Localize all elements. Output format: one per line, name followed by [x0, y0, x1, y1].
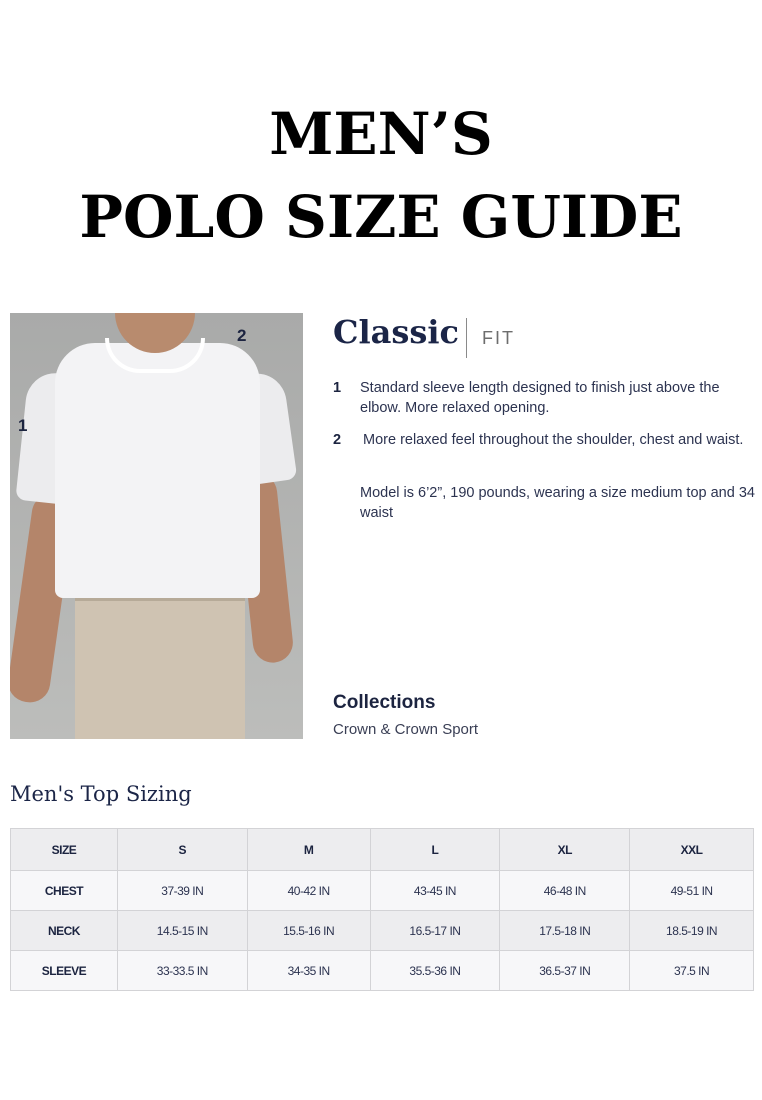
table-cell: L: [369, 828, 501, 871]
table-cell: 33-33.5 IN: [116, 950, 248, 991]
callout-1: 1: [18, 416, 28, 435]
title-line-2: POLO SIZE GUIDE: [79, 183, 683, 251]
table-cell: 34-35 IN: [246, 950, 371, 991]
table-cell: 36.5-37 IN: [499, 950, 631, 991]
table-row: NECK 14.5-15 IN 15.5-16 IN 16.5-17 IN 17.5-1…: [10, 910, 754, 951]
table-cell: XL: [499, 828, 631, 871]
collections-heading: Collections: [333, 692, 436, 713]
table-cell: 46-48 IN: [499, 870, 631, 911]
feature-number: 2: [333, 432, 342, 448]
table-cell: XXL: [629, 828, 754, 871]
divider: [466, 318, 467, 358]
feature-1: 1 Standard sleeve length designed to fin…: [333, 378, 753, 418]
table-cell: 15.5-16 IN: [246, 910, 371, 951]
collections-value: Crown & Crown Sport: [333, 721, 479, 738]
table-cell: 17.5-18 IN: [499, 910, 631, 951]
table-cell: 18.5-19 IN: [629, 910, 754, 951]
table-cell: 40-42 IN: [246, 870, 371, 911]
title-line-1: MEN’S: [269, 100, 493, 168]
sizing-heading: Men's Top Sizing: [10, 782, 192, 806]
table-header-row: SIZE S M L XL XXL: [10, 828, 754, 871]
fit-label: FIT: [482, 328, 515, 348]
size-table: SIZE S M L XL XXL CHEST 37-39 IN 40-42 IN 43-45 I…: [10, 828, 754, 991]
table-row: CHEST 37-39 IN 40-42 IN 43-45 IN 46-48 IN 49-…: [10, 870, 754, 911]
table-cell: 43-45 IN: [369, 870, 501, 911]
table-cell: 14.5-15 IN: [116, 910, 248, 951]
table-cell: M: [246, 828, 371, 871]
feature-text: More relaxed feel throughout the shoulde…: [363, 432, 744, 448]
model-note: Model is 6’2”, 190 pounds, wearing a siz…: [360, 485, 755, 521]
callout-2: 2: [237, 326, 247, 345]
feature-number: 1: [333, 380, 342, 396]
row-label: CHEST: [10, 870, 118, 911]
row-label: SLEEVE: [10, 950, 118, 991]
table-cell: 37.5 IN: [629, 950, 754, 991]
model-photo: 1 2: [10, 313, 303, 739]
table-cell: S: [116, 828, 248, 871]
feature-2: 2 More relaxed feel throughout the shoul…: [333, 430, 758, 450]
table-row: SLEEVE 33-33.5 IN 34-35 IN 35.5-36 IN 36.5-3…: [10, 950, 754, 991]
row-label: NECK: [10, 910, 118, 951]
row-label: SIZE: [10, 828, 118, 871]
table-cell: 37-39 IN: [116, 870, 248, 911]
table-cell: 16.5-17 IN: [369, 910, 501, 951]
feature-text: Standard sleeve length designed to finis…: [360, 380, 720, 416]
table-cell: 49-51 IN: [629, 870, 754, 911]
fit-name: Classic: [333, 313, 460, 351]
table-cell: 35.5-36 IN: [369, 950, 501, 991]
